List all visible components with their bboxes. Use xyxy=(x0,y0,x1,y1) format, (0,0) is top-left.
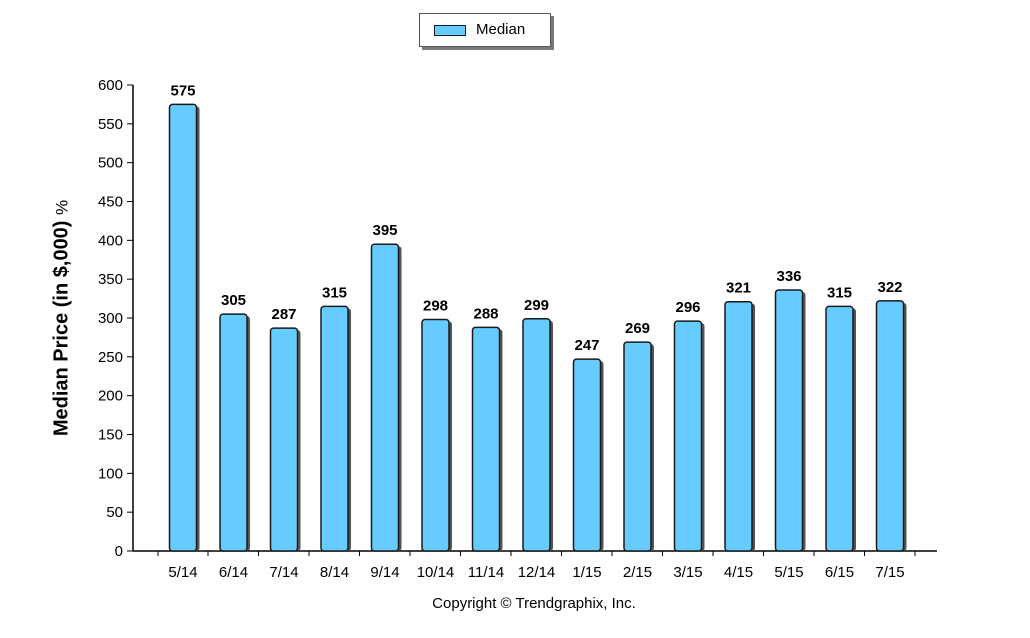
data-label: 247 xyxy=(574,337,599,354)
bar-8-14 xyxy=(320,305,349,552)
bar-9-14 xyxy=(370,243,400,552)
data-label: 315 xyxy=(827,284,852,301)
bar-5-14 xyxy=(168,103,198,552)
data-label: 322 xyxy=(877,279,902,296)
x-tick-label: 6/15 xyxy=(825,564,854,581)
x-tick-label: 6/14 xyxy=(219,564,248,581)
bar-2-15 xyxy=(623,341,652,552)
y-tick-label: 300 xyxy=(98,310,123,327)
y-tick-label: 450 xyxy=(98,194,123,211)
data-label: 305 xyxy=(221,292,246,309)
bar-4-15 xyxy=(724,300,753,552)
y-tick-label: 550 xyxy=(98,116,123,133)
bar-6-14 xyxy=(219,313,248,552)
x-tick-label: 2/15 xyxy=(623,564,652,581)
data-label: 296 xyxy=(675,299,700,316)
legend-swatch-median xyxy=(434,25,466,36)
bar-11-14 xyxy=(471,326,501,552)
x-tick-label: 1/15 xyxy=(572,564,601,581)
y-tick-label: 100 xyxy=(98,465,123,482)
legend-label-median: Median xyxy=(476,21,526,38)
data-label: 321 xyxy=(726,280,751,297)
bar-1-15 xyxy=(572,358,602,552)
x-tick-label: 5/14 xyxy=(168,564,197,581)
data-label: 298 xyxy=(423,298,448,315)
x-tick-label: 7/15 xyxy=(875,564,904,581)
x-tick-label: 5/15 xyxy=(774,564,803,581)
copyright-text: Copyright © Trendgraphix, Inc. xyxy=(432,595,636,612)
y-tick-label: 350 xyxy=(98,271,123,288)
data-label: 288 xyxy=(473,305,498,322)
x-tick-label: 4/15 xyxy=(724,564,753,581)
bar-7-14 xyxy=(269,327,299,552)
data-label: 269 xyxy=(625,320,650,337)
y-tick-label: 250 xyxy=(98,349,123,366)
y-tick-label: 500 xyxy=(98,155,123,172)
y-tick-label: 0 xyxy=(115,543,123,560)
bar-6-15 xyxy=(825,305,854,552)
data-label: 315 xyxy=(322,284,347,301)
x-tick-label: 7/14 xyxy=(269,564,298,581)
x-tick-label: 11/14 xyxy=(468,564,504,581)
bar-10-14 xyxy=(421,318,450,552)
data-label: 395 xyxy=(372,222,397,239)
y-tick-label: 600 xyxy=(98,77,123,94)
y-axis-title: Median Price (in $,000) % xyxy=(51,200,74,436)
legend: Median xyxy=(419,13,551,47)
data-label: 287 xyxy=(271,306,296,323)
y-axis-title-text: Median Price (in $,000) xyxy=(50,220,73,437)
x-tick-label: 10/14 xyxy=(417,564,455,581)
bar-5-15 xyxy=(774,289,804,552)
bar-3-15 xyxy=(673,320,703,552)
x-tick-label: 9/14 xyxy=(370,564,399,581)
data-label: 336 xyxy=(776,268,801,285)
y-tick-label: 150 xyxy=(98,427,123,444)
data-label: 299 xyxy=(524,297,549,314)
bar-7-15 xyxy=(875,300,905,552)
bar-12-14 xyxy=(522,318,551,552)
data-label: 575 xyxy=(170,82,195,99)
y-tick-label: 50 xyxy=(106,504,123,521)
y-tick-label: 400 xyxy=(98,232,123,249)
y-axis-title-unit: % xyxy=(52,199,72,215)
x-tick-label: 8/14 xyxy=(320,564,349,581)
x-tick-label: 3/15 xyxy=(673,564,702,581)
y-tick-label: 200 xyxy=(98,388,123,405)
x-tick-label: 12/14 xyxy=(518,564,556,581)
